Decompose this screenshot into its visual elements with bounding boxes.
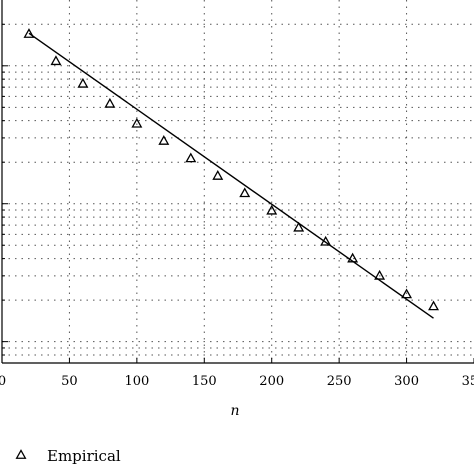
empirical-point [347, 252, 359, 263]
x-tick-label: 300 [394, 374, 419, 389]
x-tick-label: 50 [61, 374, 78, 389]
grid [2, 0, 474, 363]
empirical-series [23, 28, 440, 311]
empirical-point [266, 204, 278, 215]
empirical-point [185, 152, 197, 163]
empirical-point [212, 170, 224, 180]
empirical-point [131, 117, 143, 128]
x-tick-label: 350 [462, 374, 474, 389]
x-tick-label: 200 [259, 374, 284, 389]
empirical-point [428, 300, 440, 311]
x-axis: 0 50 100 150 200 250 300 350 [0, 358, 474, 389]
fit-line [28, 32, 434, 319]
x-tick-label: 150 [192, 374, 217, 389]
empirical-point [401, 288, 413, 299]
legend-marker-empirical [15, 449, 27, 459]
empirical-point [293, 221, 305, 232]
plot-frame [1, 0, 474, 364]
empirical-point [320, 235, 332, 246]
fit-line-series [28, 32, 434, 319]
empirical-point [77, 77, 89, 88]
empirical-point [23, 28, 35, 38]
empirical-point [374, 269, 386, 280]
x-tick-label: 250 [327, 374, 352, 389]
empirical-point [239, 187, 251, 198]
x-axis-label: n [230, 403, 239, 419]
legend: Empirical [15, 447, 121, 465]
empirical-point [158, 135, 170, 145]
x-tick-label: 0 [0, 374, 6, 389]
empirical-point [50, 55, 62, 66]
x-tick-label: 100 [124, 374, 149, 389]
empirical-point [104, 97, 116, 108]
legend-label-empirical: Empirical [47, 447, 121, 465]
